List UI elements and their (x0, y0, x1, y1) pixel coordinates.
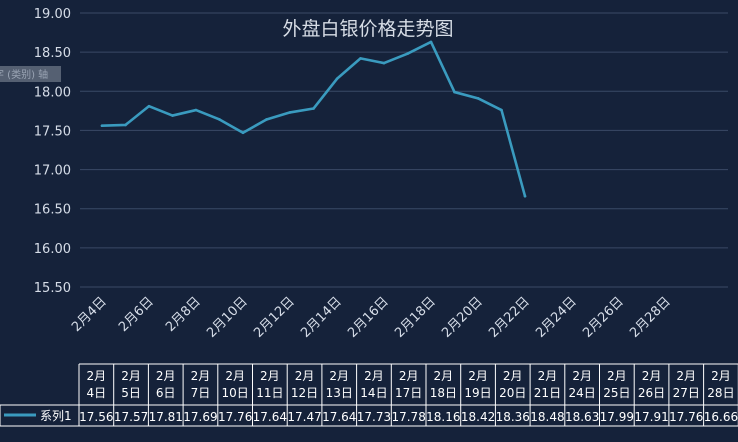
table-value-cell: 17.69 (183, 410, 217, 424)
table-value-cell: 18.63 (565, 410, 599, 424)
table-value-cell: 18.42 (461, 410, 495, 424)
table-header-cell: 2月 19日 (464, 369, 491, 400)
table-value-cell: 18.48 (530, 410, 564, 424)
data-point (523, 194, 527, 198)
y-tick-label: 15.50 (34, 281, 71, 296)
x-tick-label: 2月26日 (580, 294, 627, 341)
table-header-cell: 2月 10日 (222, 369, 249, 400)
data-point (359, 57, 362, 60)
table-header-cell: 2月 17日 (395, 369, 422, 400)
table-value-cell: 17.64 (253, 410, 287, 424)
data-table: 2月 4日 2月 5日 2月 6日 2月 7日 2月 10日 2月 11日 2月 12日 2月 13日 2月 14… (0, 363, 738, 427)
data-point (218, 118, 221, 121)
y-axis-ticks: 19.00 18.50 18.00 17.50 17.00 16.50 16.00 15.50 (34, 7, 71, 296)
table-value-cell: 16.66 (704, 410, 738, 424)
axis-tag: 字 (类别) 轴 (0, 68, 48, 81)
data-point (241, 131, 245, 135)
data-point (312, 107, 315, 110)
table-value-cell: 18.36 (496, 410, 530, 424)
table-header-cell: 2月 21日 (534, 369, 561, 400)
data-point (265, 118, 268, 121)
table-header-cell: 2月 14日 (360, 369, 387, 400)
data-point (476, 97, 480, 100)
x-axis-ticks: 2月4日 2月6日 2月8日 2月10日 2月12日 2月14日 2月16日 2月18日 2月2… (69, 294, 674, 341)
table-header-cell: 2月 18日 (430, 369, 457, 400)
table-header-cell: 2月 27日 (673, 369, 700, 400)
table-header-cell: 2月 24日 (569, 369, 596, 400)
table-header-cell: 2月 12日 (291, 369, 318, 400)
table-value-cell: 17.76 (218, 410, 252, 424)
table-header-cell: 2月 28日 (707, 369, 734, 400)
table-header-cell: 2月 11日 (256, 369, 283, 400)
y-tick-label: 16.00 (34, 242, 71, 257)
table-value-cell: 17.56 (79, 410, 113, 424)
table-header-cell: 2月 4日 (87, 369, 107, 400)
table-value-cell: 17.76 (669, 410, 703, 424)
table-value-cell: 17.57 (114, 410, 148, 424)
data-point (124, 123, 127, 127)
data-point (288, 111, 292, 114)
table-value-cell: 17.47 (287, 410, 321, 424)
x-tick-label: 2月8日 (163, 294, 204, 335)
y-tick-label: 19.00 (34, 7, 71, 22)
x-tick-label: 2月24日 (533, 294, 580, 341)
y-tick-label: 18.50 (34, 46, 71, 61)
table-header-cell: 2月 6日 (156, 369, 176, 400)
x-tick-label: 2月4日 (69, 294, 110, 335)
series-name-label: 系列1 (40, 409, 72, 423)
x-tick-label: 2月6日 (116, 294, 157, 335)
data-point (429, 40, 433, 44)
table-value-cell: 17.78 (391, 410, 425, 424)
table-header-cell: 2月 7日 (191, 369, 211, 400)
y-tick-label: 16.50 (34, 203, 71, 218)
y-tick-label: 17.50 (34, 124, 71, 139)
y-tick-label: 17.00 (34, 164, 71, 179)
data-point (453, 90, 456, 94)
table-header-cell: 2月 5日 (121, 369, 141, 400)
data-point (500, 108, 503, 112)
x-tick-label: 2月14日 (298, 294, 345, 341)
series-line-layer (100, 40, 527, 198)
table-header-cell: 2月 20日 (499, 369, 526, 400)
x-tick-label: 2月22日 (486, 294, 533, 341)
table-value-cell: 17.81 (149, 410, 183, 424)
table-value-cell: 17.64 (322, 410, 356, 424)
x-tick-label: 2月28日 (627, 294, 674, 341)
data-point (382, 61, 386, 65)
x-tick-label: 2月12日 (251, 294, 298, 341)
axis-tag-box (0, 66, 61, 82)
table-header-cell: 2月 26日 (638, 369, 665, 400)
data-point (100, 124, 104, 128)
table-header-cell: 2月 25日 (603, 369, 630, 400)
series-line (100, 40, 527, 198)
table-header-cell: 2月 13日 (326, 369, 353, 400)
x-tick-label: 2月10日 (204, 294, 251, 341)
chart-title: 外盘白银价格走势图 (282, 18, 453, 40)
data-point (194, 108, 198, 112)
data-point (406, 52, 409, 56)
data-point (171, 114, 174, 117)
data-point (335, 77, 339, 81)
table-value-cell: 17.99 (600, 410, 634, 424)
table-value-cell: 18.16 (426, 410, 460, 424)
gridlines (80, 12, 728, 288)
table-value-cell: 17.73 (357, 410, 391, 424)
x-tick-label: 2月16日 (345, 294, 392, 341)
x-tick-label: 2月18日 (392, 294, 439, 341)
y-tick-label: 18.00 (34, 85, 71, 100)
table-value-cell: 17.91 (634, 410, 668, 424)
x-tick-label: 2月20日 (439, 294, 486, 341)
data-point (147, 104, 151, 108)
